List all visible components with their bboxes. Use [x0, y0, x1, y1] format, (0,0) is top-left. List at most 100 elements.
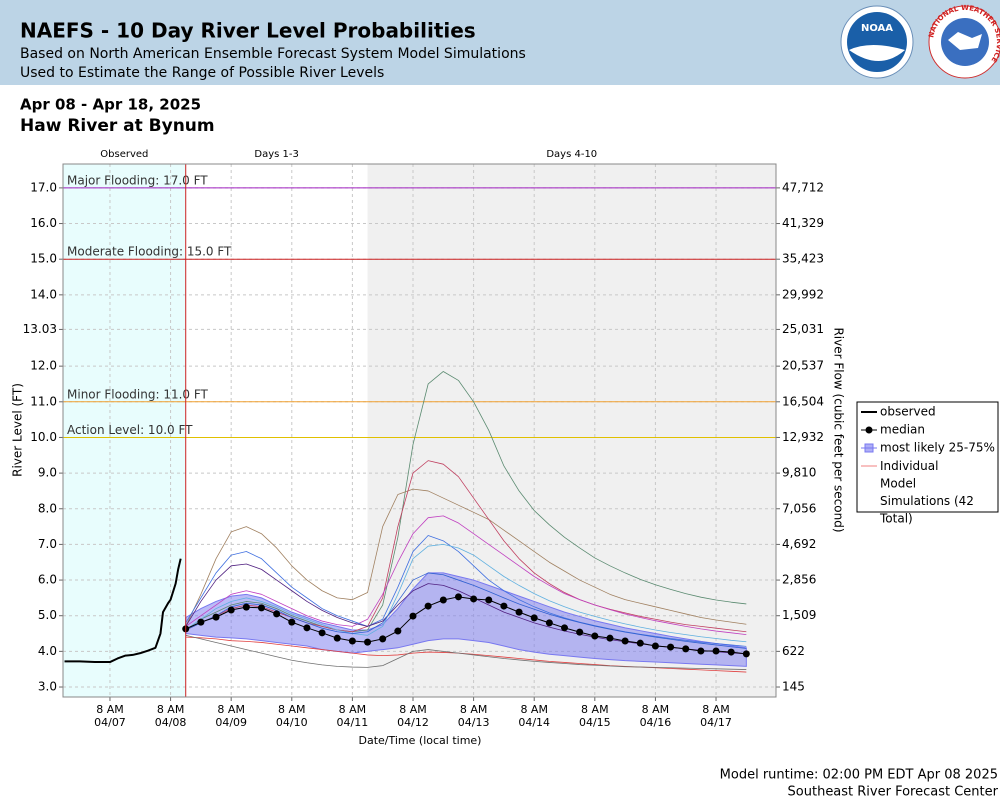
median-point [409, 612, 417, 620]
nws-logo: NATIONAL WEATHER SERVICE [927, 4, 1000, 79]
y2-tick-label: 16,504 [782, 394, 824, 408]
y-tick-label: 6.0 [38, 573, 57, 587]
x-tick-label: 8 AM [278, 703, 306, 716]
y2-axis-label: River Flow (cubic feet per second) [832, 327, 846, 532]
simulation-line [185, 371, 747, 633]
simulation-line [185, 535, 747, 647]
legend-label-line: Simulations (42 [880, 494, 978, 508]
median-point [470, 595, 478, 603]
y2-tick-label: 2,856 [782, 573, 816, 587]
y-tick-label: 13.03 [23, 322, 57, 336]
legend-swatch [865, 426, 873, 434]
period-label: Observed [100, 149, 148, 160]
subtitle: Based on North American Ensemble Forecas… [20, 46, 526, 62]
x-tick-date: 04/12 [397, 716, 429, 729]
y2-tick-label: 20,537 [782, 359, 824, 373]
median-point [303, 624, 311, 632]
subtitle: Used to Estimate the Range of Possible R… [20, 65, 384, 81]
date-range: Apr 08 - Apr 18, 2025 [20, 96, 201, 114]
median-point [273, 610, 281, 618]
logo-text: NOAA [861, 23, 893, 34]
runtime: Model runtime: 02:00 PM EDT Apr 08 2025 [720, 768, 998, 783]
median-point [364, 638, 372, 646]
median-point [288, 618, 296, 626]
median-point [454, 593, 462, 601]
median-point [606, 634, 614, 642]
y-tick-label: 16.0 [30, 216, 57, 230]
threshold-label: Minor Flooding: 11.0 FT [67, 387, 209, 401]
y2-tick-label: 41,329 [782, 216, 824, 230]
median-point [500, 602, 508, 610]
simulation-line [185, 634, 747, 670]
median-point [727, 648, 735, 656]
median-point [348, 637, 356, 645]
x-tick-date: 04/07 [94, 716, 126, 729]
median-point [682, 645, 690, 653]
y-tick-label: 4.0 [38, 644, 57, 658]
median-point [227, 606, 235, 614]
threshold-label: Moderate Flooding: 15.0 FT [67, 245, 232, 259]
header-band [0, 0, 1000, 85]
median-point [530, 614, 538, 622]
simulation-line [185, 544, 747, 643]
threshold-label: Action Level: 10.0 FT [67, 423, 193, 437]
median-point [591, 632, 599, 640]
x-tick-date: 04/09 [215, 716, 247, 729]
median-point [697, 647, 705, 655]
legend-label-line: Total) [879, 511, 913, 525]
period-label: Days 4-10 [546, 149, 597, 160]
forecast-center: Southeast River Forecast Center [788, 785, 999, 800]
x-tick-label: 8 AM [157, 703, 185, 716]
y2-tick-label: 1,509 [782, 608, 816, 622]
likely-range-band [185, 572, 747, 667]
y-tick-label: 8.0 [38, 501, 57, 515]
plot-frame [62, 163, 777, 698]
x-tick-date: 04/11 [337, 716, 369, 729]
y2-tick-label: 25,031 [782, 322, 824, 336]
median-point [212, 613, 220, 621]
observed-line [64, 558, 182, 664]
page-title: NAEFS - 10 Day River Level Probabilities [20, 19, 476, 43]
x-tick-date: 04/15 [579, 716, 611, 729]
median-point [379, 635, 387, 643]
median-point [545, 619, 553, 627]
median-point [485, 596, 493, 604]
y2-tick-label: 145 [782, 680, 805, 694]
median-point [515, 608, 523, 616]
y-axis-label: River Level (FT) [11, 383, 25, 477]
legend-label-line: Individual [880, 459, 942, 473]
legend-swatch [864, 443, 874, 453]
x-tick-label: 8 AM [702, 703, 730, 716]
y2-tick-label: 622 [782, 644, 805, 658]
legend-box [856, 401, 999, 513]
median-point [712, 647, 720, 655]
median-point [242, 603, 250, 611]
x-tick-label: 8 AM [520, 703, 548, 716]
median-point [636, 639, 644, 647]
y-tick-label: 11.0 [30, 394, 57, 408]
x-tick-label: 8 AM [96, 703, 124, 716]
median-point [257, 604, 265, 612]
median-point [318, 629, 326, 637]
x-tick-label: 8 AM [399, 703, 427, 716]
x-axis-label: Date/Time (local time) [359, 734, 482, 747]
median-point [197, 618, 205, 626]
x-tick-date: 04/16 [640, 716, 672, 729]
chart-title: Haw River at Bynum [20, 116, 215, 136]
y2-tick-label: 12,932 [782, 430, 824, 444]
y2-tick-label: 4,692 [782, 537, 816, 551]
y-tick-label: 7.0 [38, 537, 57, 551]
y2-tick-label: 29,992 [782, 287, 824, 301]
y2-tick-label: 47,712 [782, 180, 824, 194]
y-tick-label: 17.0 [30, 180, 57, 194]
y2-tick-label: 9,810 [782, 466, 816, 480]
simulation-line [185, 488, 747, 627]
x-tick-label: 8 AM [581, 703, 609, 716]
y-tick-label: 5.0 [38, 608, 57, 622]
legend-label: most likely 25-75% [880, 441, 995, 455]
y2-tick-label: 7,056 [782, 501, 816, 515]
median-point [439, 596, 447, 604]
y-tick-label: 15.0 [30, 252, 57, 266]
median-point [424, 602, 432, 610]
